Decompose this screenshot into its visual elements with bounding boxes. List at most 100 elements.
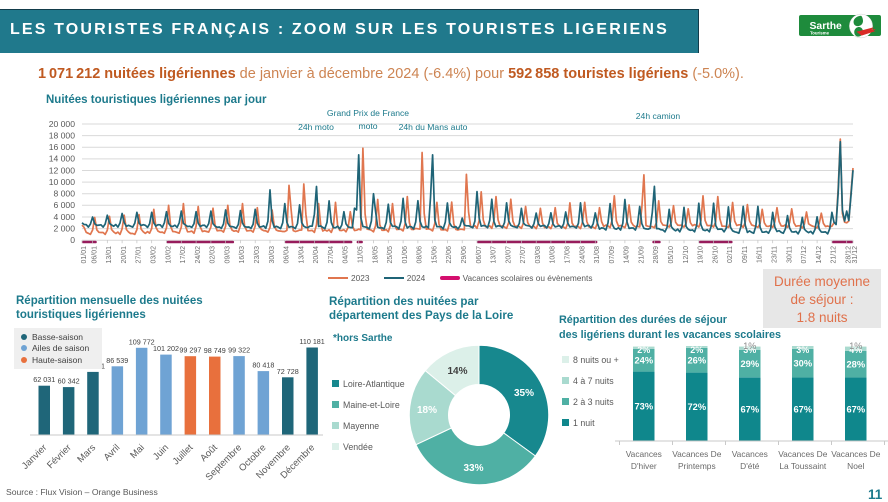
svg-text:Avril: Avril [102,442,123,463]
svg-text:06/04: 06/04 [284,246,291,264]
svg-text:02/11: 02/11 [727,246,734,263]
svg-text:18 000: 18 000 [49,130,76,140]
svg-text:moto: moto [358,121,377,131]
svg-text:06/01: 06/01 [91,246,98,264]
svg-text:109 772: 109 772 [129,337,155,346]
svg-text:Vacances De: Vacances De [672,449,722,459]
svg-text:67%: 67% [740,405,759,415]
svg-text:14/09: 14/09 [624,246,631,264]
svg-text:16/03: 16/03 [239,246,246,264]
svg-text:30/11: 30/11 [786,246,793,263]
svg-text:80 418: 80 418 [252,361,274,370]
svg-text:67%: 67% [846,405,865,415]
svg-text:Tourisme: Tourisme [810,31,830,36]
svg-text:D'hiver: D'hiver [631,461,657,471]
svg-text:1%: 1% [849,341,862,351]
svg-text:28%: 28% [846,359,865,369]
svg-text:30%: 30% [793,358,812,368]
svg-text:6 000: 6 000 [53,200,75,210]
svg-text:73%: 73% [634,402,653,412]
svg-text:67%: 67% [793,405,812,415]
svg-text:16/11: 16/11 [757,246,764,263]
svg-text:4 000: 4 000 [53,212,75,222]
svg-text:8 000: 8 000 [53,189,75,199]
svg-text:26/10: 26/10 [712,246,719,264]
svg-text:10 000: 10 000 [49,177,76,187]
svg-text:24/08: 24/08 [579,246,586,264]
svg-text:Vacances: Vacances [732,449,768,459]
svg-text:33%: 33% [463,463,483,474]
svg-text:31/08: 31/08 [594,246,601,264]
svg-text:72 728: 72 728 [277,367,299,376]
svg-text:27/07: 27/07 [520,246,527,264]
svg-text:Vacances De: Vacances De [831,449,881,459]
svg-text:13/07: 13/07 [491,246,498,264]
svg-text:Sarthe: Sarthe [810,21,843,32]
svg-text:Vacances De: Vacances De [778,449,828,459]
svg-text:0: 0 [70,235,75,245]
svg-text:29/06: 29/06 [461,246,468,264]
svg-text:23/11: 23/11 [772,246,779,263]
svg-text:28/12: 28/12 [846,246,853,264]
svg-text:D'été: D'été [740,461,760,471]
svg-text:60 342: 60 342 [58,377,80,386]
svg-text:07/09: 07/09 [609,246,616,264]
svg-text:20/07: 20/07 [505,246,512,264]
svg-text:14/12: 14/12 [816,246,823,264]
svg-text:3%: 3% [796,345,809,355]
svg-text:24h camion: 24h camion [636,111,681,121]
svg-text:26%: 26% [687,356,706,366]
svg-text:07/12: 07/12 [801,246,808,264]
svg-text:24h moto: 24h moto [298,122,334,132]
svg-text:Mars: Mars [75,442,98,465]
svg-text:99 297: 99 297 [179,346,201,355]
svg-text:29%: 29% [740,359,759,369]
svg-text:10/02: 10/02 [165,246,172,264]
svg-text:17/02: 17/02 [180,246,187,264]
svg-text:03/08: 03/08 [535,246,542,264]
svg-text:2 000: 2 000 [53,223,75,233]
svg-text:13/04: 13/04 [298,246,305,264]
svg-text:Juin: Juin [151,442,171,462]
svg-text:25/05: 25/05 [387,246,394,264]
svg-text:24%: 24% [634,356,653,366]
svg-text:86 539: 86 539 [106,356,128,365]
svg-text:17/08: 17/08 [565,246,572,264]
svg-text:21/12: 21/12 [831,246,838,264]
svg-text:72%: 72% [687,402,706,412]
svg-text:Vacances: Vacances [626,449,662,459]
svg-text:01/06: 01/06 [402,246,409,264]
svg-text:27/01: 27/01 [136,246,143,264]
svg-text:05/10: 05/10 [668,246,675,264]
svg-text:12/10: 12/10 [683,246,690,264]
svg-text:14 000: 14 000 [49,154,76,164]
svg-text:Juillet: Juillet [171,442,196,467]
svg-text:20/04: 20/04 [313,246,320,264]
svg-text:62 031: 62 031 [33,375,55,384]
svg-text:01/01: 01/01 [81,246,88,264]
svg-text:31/12: 31/12 [852,246,859,264]
svg-text:03/02: 03/02 [151,246,158,264]
svg-text:98 749: 98 749 [204,346,226,355]
svg-text:18%: 18% [417,405,437,416]
svg-text:24/02: 24/02 [195,246,202,264]
svg-text:09/03: 09/03 [224,246,231,264]
svg-text:27/04: 27/04 [328,246,335,264]
svg-text:18/05: 18/05 [372,246,379,264]
svg-text:11/05: 11/05 [358,246,365,263]
svg-text:14%: 14% [447,366,467,377]
svg-text:La Toussaint: La Toussaint [779,461,827,471]
svg-text:Printemps: Printemps [678,461,716,471]
svg-text:09/11: 09/11 [742,246,749,263]
svg-text:2%: 2% [637,345,650,355]
svg-text:Février: Février [45,442,74,471]
svg-text:04/05: 04/05 [343,246,350,264]
svg-text:99 322: 99 322 [228,346,250,355]
svg-text:02/03: 02/03 [210,246,217,264]
svg-text:19/10: 19/10 [698,246,705,264]
svg-text:08/06: 08/06 [417,246,424,264]
svg-text:110 181: 110 181 [299,337,324,346]
svg-text:15/06: 15/06 [431,246,438,264]
svg-text:21/09: 21/09 [639,246,646,264]
svg-text:13/01: 13/01 [106,246,113,264]
